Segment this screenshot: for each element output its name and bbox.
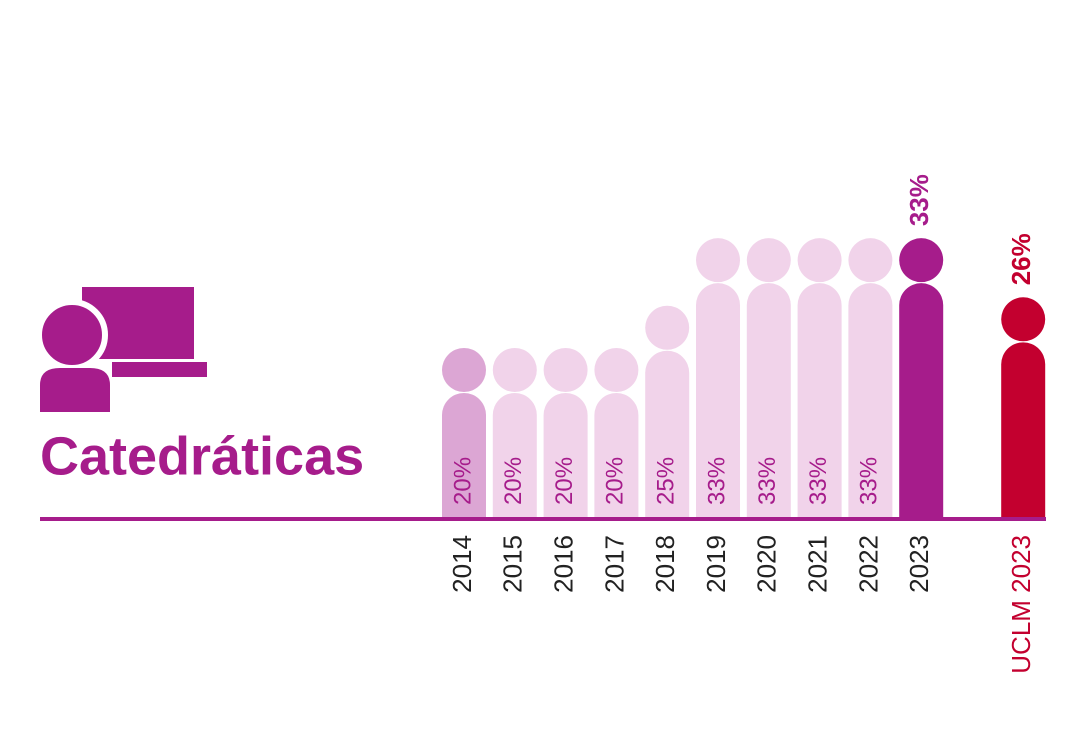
board-ledge xyxy=(112,362,207,377)
value-label: 20% xyxy=(602,457,629,505)
x-tick-label: 2022 xyxy=(853,535,883,593)
person-head xyxy=(36,299,108,371)
value-label: 20% xyxy=(449,457,476,505)
chart-title: Catedráticas xyxy=(40,426,364,486)
figure-head xyxy=(899,238,944,283)
x-tick-label: 2018 xyxy=(650,535,680,593)
x-tick-label: 2021 xyxy=(802,535,832,593)
figure-body xyxy=(848,283,893,517)
figure-head xyxy=(1001,297,1046,342)
figure-head xyxy=(645,305,690,350)
figure-body xyxy=(492,393,537,517)
figure-head xyxy=(848,238,893,283)
value-label: 33% xyxy=(805,457,832,505)
figure-body xyxy=(594,393,639,517)
value-label: 33% xyxy=(754,457,781,505)
figure-body xyxy=(696,283,740,517)
x-tick-label: 2015 xyxy=(498,535,528,593)
figure-head xyxy=(746,238,791,283)
value-label: 25% xyxy=(653,457,680,505)
figure-body xyxy=(442,393,486,517)
x-tick-label: 2019 xyxy=(701,535,731,593)
figure-body xyxy=(1001,342,1046,517)
figure-body xyxy=(645,350,690,517)
icon xyxy=(36,287,207,412)
figure-body xyxy=(899,283,944,517)
figure-head xyxy=(696,238,740,283)
value-label: 33% xyxy=(856,457,883,505)
figure-head xyxy=(492,348,537,392)
person-body xyxy=(40,368,110,412)
x-tick-label: 2020 xyxy=(752,535,782,593)
figure-body xyxy=(543,393,588,517)
figure-head xyxy=(797,238,842,283)
figure-body xyxy=(797,283,842,517)
x-tick-label: 2017 xyxy=(599,535,629,593)
x-tick-label: 2023 xyxy=(904,535,934,593)
value-label: 33% xyxy=(703,457,730,505)
figure-head xyxy=(543,348,588,392)
value-label: 20% xyxy=(500,457,527,505)
x-tick-label: 2016 xyxy=(548,535,578,593)
value-label: 33% xyxy=(904,174,934,226)
figure-body xyxy=(746,283,791,517)
x-tick-label: UCLM 2023 xyxy=(1006,535,1036,674)
value-label: 20% xyxy=(551,457,578,505)
figure-head xyxy=(442,348,486,392)
x-tick-label: 2014 xyxy=(447,535,477,593)
value-label: 26% xyxy=(1006,233,1036,285)
figure-head xyxy=(594,348,639,392)
